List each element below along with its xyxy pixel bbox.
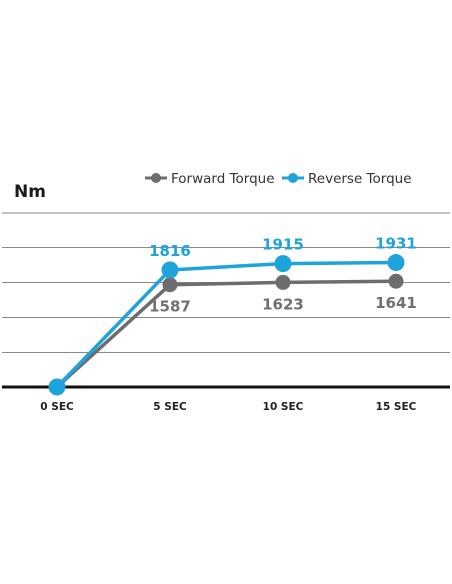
data-point: [48, 378, 66, 396]
data-point: [387, 254, 405, 272]
legend: Forward Torque Reverse Torque: [145, 171, 412, 187]
x-tick-label: 10 SEC: [263, 401, 304, 413]
legend-item-reverse: Reverse Torque: [282, 171, 412, 187]
x-tick-label: 5 SEC: [153, 401, 187, 413]
data-point: [162, 277, 178, 293]
data-label: 1623: [262, 295, 304, 313]
legend-label: Forward Torque: [171, 171, 275, 187]
data-point: [275, 274, 291, 290]
data-label: 1816: [149, 242, 191, 260]
series-reverse-torque: 1816 1915 1931: [48, 235, 417, 396]
legend-swatch-marker: [151, 173, 161, 183]
data-label: 1641: [375, 294, 417, 312]
legend-item-forward: Forward Torque: [145, 171, 275, 187]
data-point: [274, 255, 292, 273]
series-line: [55, 279, 397, 389]
data-label: 1931: [375, 235, 417, 253]
data-label: 1915: [262, 236, 304, 254]
y-axis-label: Nm: [14, 182, 46, 202]
data-label: 1587: [149, 298, 191, 316]
data-point: [388, 273, 404, 289]
legend-swatch-marker: [288, 173, 298, 183]
x-tick-label: 15 SEC: [376, 401, 417, 413]
x-axis-ticks: 0 SEC 5 SEC 10 SEC 15 SEC: [40, 401, 416, 413]
legend-label: Reverse Torque: [308, 171, 412, 187]
x-tick-label: 0 SEC: [40, 401, 74, 413]
data-point: [161, 261, 179, 279]
series-forward-torque: 1587 1623 1641: [49, 273, 417, 395]
series-layer: 1587 1623 1641 1816 1915 1931: [48, 235, 417, 396]
series-line: [55, 260, 397, 389]
